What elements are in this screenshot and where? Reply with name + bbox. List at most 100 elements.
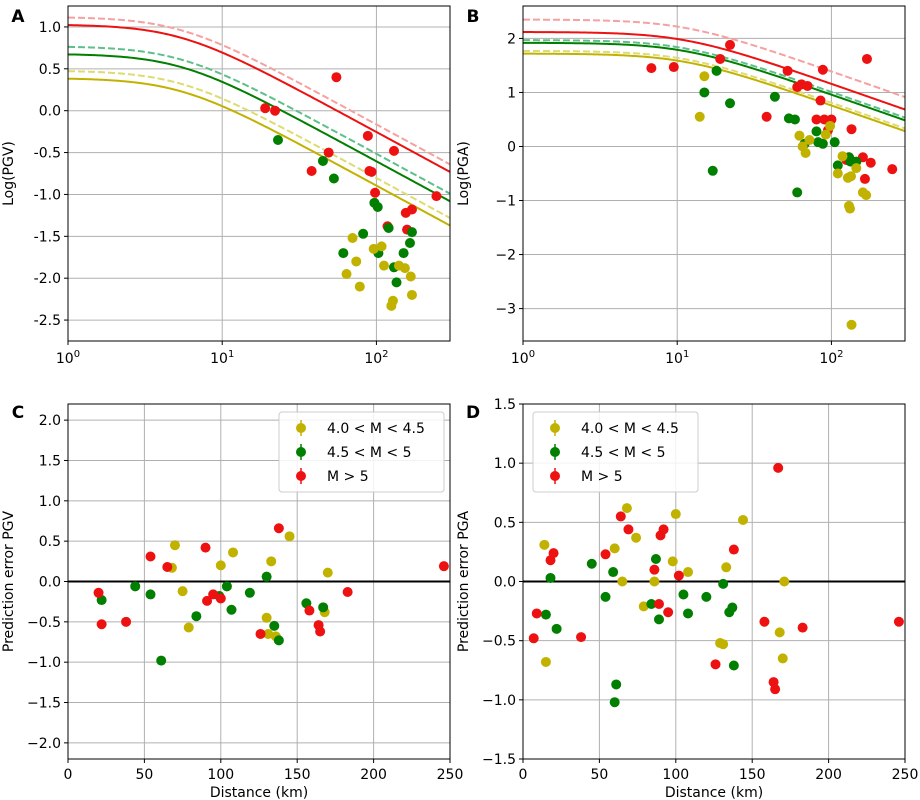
data-point-yellow (351, 256, 362, 267)
data-point-green (769, 91, 780, 102)
x-tick-label: 101 (665, 349, 689, 367)
data-point-yellow (779, 576, 790, 587)
y-tick-label: 0.5 (494, 515, 516, 531)
y-tick-label: 0 (507, 139, 516, 155)
y-tick-label: −0.5 (482, 634, 516, 650)
legend-label: M > 5 (581, 469, 623, 485)
data-point-red (663, 607, 674, 618)
data-point-yellow (699, 71, 710, 82)
y-tick-label: 0.0 (39, 575, 61, 591)
y-tick-label: -1.0 (34, 187, 61, 203)
x-tick-label: 101 (210, 349, 234, 367)
data-point-red (815, 95, 826, 106)
plot-frame (67, 5, 451, 342)
legend-box (278, 411, 445, 493)
model-curve-lightred-dashed (523, 18, 905, 99)
legend-marker (550, 447, 560, 457)
data-point-green (683, 608, 694, 619)
data-point-green (221, 581, 232, 592)
data-point-red (208, 589, 219, 600)
data-point-red (759, 616, 770, 627)
data-point-green (338, 248, 349, 259)
data-point-green (130, 581, 141, 592)
model-curve-red (68, 24, 450, 173)
data-point-red (797, 622, 808, 633)
data-point-yellow (738, 514, 749, 525)
data-point-yellow (667, 556, 678, 567)
y-tick-label: −1 (495, 194, 516, 210)
data-point-yellow (539, 539, 550, 550)
data-point-green (551, 623, 562, 634)
legend-label: M > 5 (327, 469, 369, 485)
data-point-red (782, 65, 793, 76)
data-point-green (832, 160, 843, 171)
data-point-yellow (399, 263, 410, 274)
data-point-yellow (800, 147, 811, 158)
data-point-red (255, 628, 266, 639)
model-curve-lightyellow-dashed (68, 70, 450, 219)
y-tick-label: −1.0 (27, 655, 61, 671)
data-point-red (431, 191, 442, 202)
data-point-red (865, 157, 876, 168)
data-point-red (162, 561, 173, 572)
model-curve-lightred-dashed (68, 16, 450, 166)
data-point-yellow (609, 543, 620, 554)
data-point-red (893, 616, 904, 627)
data-point-green (358, 228, 369, 239)
x-tick-label: 50 (590, 767, 608, 783)
model-curve-red (523, 31, 905, 111)
data-point-green (718, 578, 729, 589)
model-curve-yellow (68, 77, 450, 227)
data-point-red (202, 595, 213, 606)
y-tick-label: 1.0 (494, 456, 516, 472)
panel-letter: C (12, 403, 24, 423)
legend-label: 4.5 < M < 5 (327, 445, 412, 461)
data-point-red (342, 586, 353, 597)
data-point-green (272, 135, 283, 145)
data-point-green (608, 567, 619, 578)
data-points (260, 72, 442, 311)
data-point-yellow (846, 319, 857, 330)
data-point-yellow (266, 556, 277, 567)
data-point-green (261, 571, 272, 582)
y-tick-label: 1.0 (39, 20, 61, 36)
legend-label: 4.0 < M < 4.5 (327, 421, 425, 437)
data-point-yellow (621, 503, 632, 514)
data-point-green (711, 65, 722, 76)
y-tick-label: -1.5 (34, 229, 61, 245)
data-point-red (668, 62, 679, 73)
data-point-green (398, 248, 409, 259)
data-point-yellow (405, 271, 416, 282)
data-point-green (406, 227, 417, 238)
data-point-yellow (261, 612, 272, 623)
x-axis-label: Distance (km) (665, 785, 763, 800)
y-tick-label: −2.0 (27, 736, 61, 752)
data-point-yellow (851, 163, 862, 174)
data-point-green (727, 602, 738, 613)
data-point-red (715, 53, 726, 64)
data-point-green (226, 604, 237, 615)
data-point-green (611, 679, 622, 690)
data-point-yellow (631, 532, 642, 543)
data-point-yellow (721, 562, 732, 573)
panel-a: 100 101 102 1.0 0.5 0.0 -0.5 -1.0 -1.5 -2.0 -2.5 Lo… (1, 5, 451, 367)
model-curve-green (68, 53, 450, 203)
data-point-yellow (540, 656, 551, 667)
data-point-yellow (368, 243, 379, 254)
y-axis-label: Log(PGV) (1, 141, 17, 206)
data-points (646, 39, 898, 330)
data-point-yellow (718, 639, 729, 650)
data-point-yellow (832, 168, 843, 179)
data-point-green (701, 591, 712, 602)
data-point-yellow (683, 567, 694, 578)
data-point-yellow (670, 509, 681, 520)
data-point-green (540, 609, 551, 620)
data-point-red (653, 598, 664, 609)
data-point-red (811, 114, 822, 125)
data-point-green (372, 202, 383, 212)
data-point-red (200, 542, 211, 553)
y-tick-label: -0.5 (34, 146, 61, 162)
data-point-red (306, 165, 317, 176)
data-point-green (646, 598, 657, 609)
